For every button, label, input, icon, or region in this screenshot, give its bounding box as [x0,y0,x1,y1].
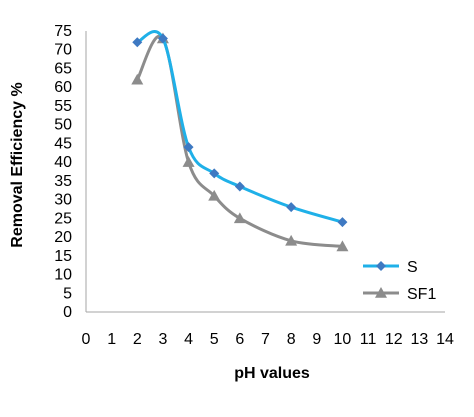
y-tick-label: 0 [63,304,72,321]
x-tick-label: 12 [385,331,403,348]
axes [85,31,445,313]
series-sf1 [131,32,349,252]
series-layer [131,30,349,252]
x-tick-label: 7 [261,331,270,348]
legend-item-s: S [363,259,418,276]
data-point-sf1 [233,212,246,224]
y-tick-label: 5 [63,285,72,302]
legend-label: S [407,259,418,276]
y-tick-label: 75 [54,23,72,40]
legend-label: SF1 [407,286,436,303]
y-tick-label: 60 [54,79,72,96]
data-point-sf1 [285,234,298,246]
data-point-sf1 [208,189,221,201]
y-tick-label: 70 [54,42,72,59]
data-point-s [234,181,245,192]
y-tick-label: 35 [54,173,72,190]
x-tick-label: 10 [334,331,352,348]
data-point-s [157,33,168,44]
y-tick-label: 45 [54,135,72,152]
y-tick-label: 55 [54,98,72,115]
x-tick-label: 8 [287,331,296,348]
y-tick-label: 20 [54,229,72,246]
x-tick-label: 2 [133,331,142,348]
data-point-s [286,202,297,213]
series-line-s [136,30,343,224]
y-tick-label: 25 [54,210,72,227]
data-point-sf1 [131,73,144,85]
x-tick-label: 13 [410,331,428,348]
x-tick-label: 1 [107,331,116,348]
legend-marker [376,261,386,271]
x-tick-label: 5 [210,331,219,348]
x-tick-label: 14 [436,331,454,348]
y-tick-label: 30 [54,192,72,209]
x-tick-label: 11 [360,331,377,348]
x-axis-title: pH values [234,365,310,382]
y-tick-label: 15 [54,248,72,265]
y-tick-label: 40 [54,154,72,171]
data-point-s [209,168,220,179]
legend-marker [375,287,387,298]
data-point-s [132,37,143,48]
x-tick-label: 6 [235,331,244,348]
y-tick-label: 50 [54,117,72,134]
series-s [132,30,348,228]
legend-item-sf1: SF1 [363,286,436,303]
y-axis-title: Removal Efficiency % [9,82,26,247]
data-point-sf1 [182,156,195,167]
legend: S SF1 [363,259,436,303]
x-tick-label: 3 [158,331,167,348]
x-tick-label: 9 [312,331,321,348]
x-tick-label: 0 [82,331,91,348]
x-tick-label: 4 [184,331,193,348]
data-point-sf1 [336,240,349,252]
y-tick-label: 65 [54,60,72,77]
y-tick-label: 10 [54,267,72,284]
data-point-s [337,217,348,228]
data-point-s [183,142,194,153]
